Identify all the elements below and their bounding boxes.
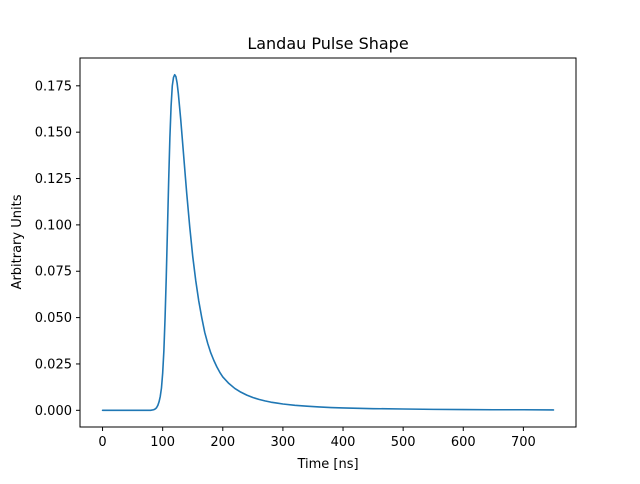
y-tick-label: 0.175 [35,79,72,94]
x-tick-label: 400 [331,435,356,450]
y-tick-label: 0.000 [35,404,72,419]
x-tick-label: 600 [451,435,476,450]
x-axis-label: Time [ns] [296,457,358,472]
y-tick-label: 0.050 [35,311,72,326]
x-axis-ticks: 0 100 200 300 400 500 600 700 [98,427,536,450]
x-tick-label: 700 [511,435,536,450]
x-tick-label: 0 [98,435,106,450]
series-line-0 [101,73,555,412]
x-tick-label: 100 [150,435,175,450]
x-tick-label: 200 [210,435,235,450]
y-tick-label: 0.025 [35,357,72,372]
y-axis-label: Arbitrary Units [10,194,25,289]
y-axis-ticks: 0.000 0.025 0.050 0.075 0.100 0.125 0.150 0.175 [35,79,80,419]
y-tick-label: 0.150 [35,126,72,141]
x-tick-label: 500 [391,435,416,450]
y-tick-label: 0.075 [35,265,72,280]
chart-title: Landau Pulse Shape [247,34,408,53]
x-tick-label: 300 [270,435,295,450]
plot-frame [79,57,577,428]
y-tick-label: 0.100 [35,218,72,233]
series-layer [101,73,555,412]
y-tick-label: 0.125 [35,172,72,187]
